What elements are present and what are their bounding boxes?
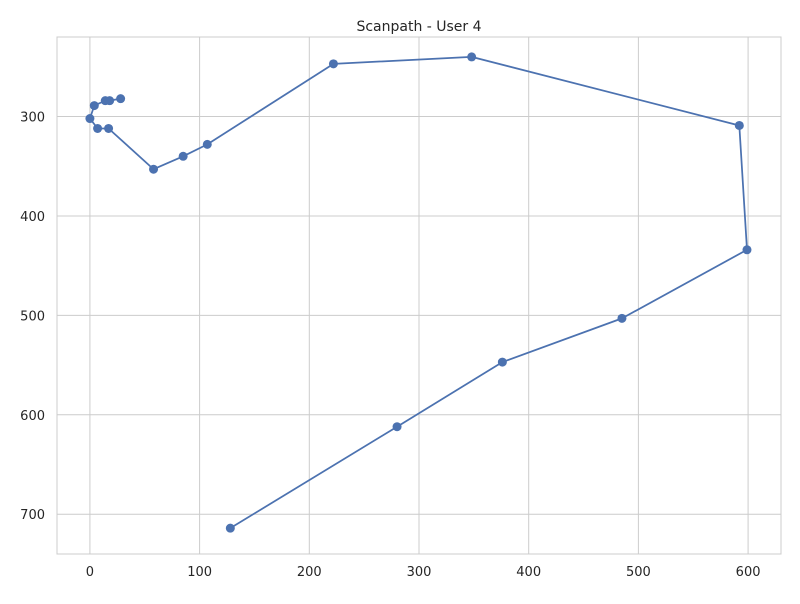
y-tick-label: 500: [20, 309, 45, 324]
grid: [57, 37, 781, 554]
fixation-point: [104, 123, 114, 133]
fixation-point: [392, 422, 402, 432]
fixation-point: [116, 94, 126, 104]
fixation-point: [100, 96, 110, 106]
fixation-point: [202, 139, 212, 149]
x-tick-label: 0: [86, 565, 94, 580]
x-tick-label: 300: [407, 565, 432, 580]
fixation-point: [328, 59, 338, 69]
fixation-point: [89, 101, 99, 111]
fixation-point: [149, 164, 159, 174]
x-tick-label: 200: [297, 565, 322, 580]
fixation-point: [734, 120, 744, 130]
x-tick-label: 100: [187, 565, 212, 580]
y-tick-label: 300: [20, 111, 45, 126]
fixation-point: [93, 123, 103, 133]
x-tick-label: 600: [736, 565, 761, 580]
y-tick-label: 600: [20, 409, 45, 424]
fixation-point: [467, 52, 477, 62]
tick-labels: 0 100 200 300 400 500 600 300 400 500 600 700: [20, 111, 760, 580]
fixation-point: [742, 245, 752, 255]
x-tick-label: 500: [626, 565, 651, 580]
y-tick-label: 700: [20, 508, 45, 523]
fixation-point: [178, 151, 188, 161]
chart-title: Scanpath - User 4: [356, 19, 481, 35]
fixation-point: [617, 313, 627, 323]
scanpath-line: [89, 56, 748, 529]
fixation-point: [225, 523, 235, 533]
fixation-point: [85, 114, 95, 124]
x-tick-label: 400: [516, 565, 541, 580]
y-tick-label: 400: [20, 210, 45, 225]
plot-frame: [56, 36, 782, 555]
fixation-point: [497, 357, 507, 367]
series-layer: [85, 52, 752, 533]
